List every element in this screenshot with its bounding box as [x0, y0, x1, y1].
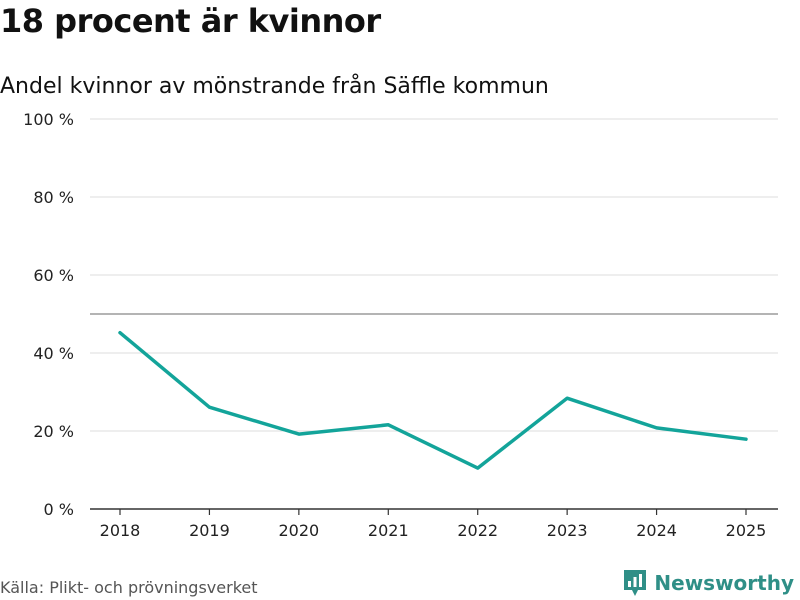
y-tick-label: 0 % — [44, 500, 74, 519]
y-tick-label: 100 % — [23, 110, 74, 129]
data-point — [297, 432, 301, 436]
data-point — [476, 466, 480, 470]
newsworthy-logo-icon — [624, 570, 647, 596]
source-note: Källa: Plikt- och prövningsverket — [0, 578, 258, 597]
x-tick-label: 2019 — [189, 521, 230, 540]
data-point — [207, 405, 211, 409]
data-point — [744, 437, 748, 441]
data-point — [655, 426, 659, 430]
series-line — [118, 330, 748, 470]
x-tick-label: 2020 — [278, 521, 319, 540]
x-tick-label: 2018 — [100, 521, 141, 540]
chart-title: 18 procent är kvinnor — [0, 2, 381, 40]
x-tick-label: 2022 — [457, 521, 498, 540]
data-point — [386, 423, 390, 427]
x-tick-label: 2024 — [636, 521, 677, 540]
y-tick-label: 80 % — [33, 188, 74, 207]
chart-subtitle: Andel kvinnor av mönstrande från Säffle … — [0, 74, 549, 99]
y-tick-label: 40 % — [33, 344, 74, 363]
data-point — [118, 331, 122, 335]
x-tick-label: 2025 — [726, 521, 767, 540]
x-tick-label: 2023 — [547, 521, 588, 540]
x-tick-label: 2021 — [368, 521, 409, 540]
newsworthy-logo-text: Newsworthy — [654, 571, 794, 595]
newsworthy-logo: Newsworthy — [622, 568, 794, 598]
y-tick-label: 20 % — [33, 422, 74, 441]
y-tick-label: 60 % — [33, 266, 74, 285]
data-point — [565, 396, 569, 400]
